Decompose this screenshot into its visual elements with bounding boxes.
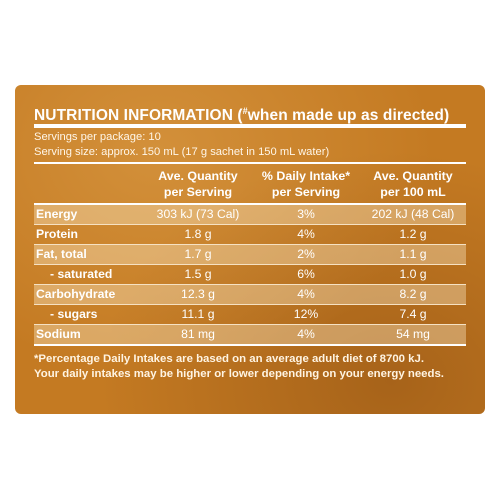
row-daily-intake: 4% bbox=[252, 283, 360, 304]
table-row: Protein 1.8 g 4% 1.2 g bbox=[34, 223, 466, 244]
row-per-serving: 1.8 g bbox=[144, 223, 252, 244]
table-header-row: Ave. Quantity per Serving % Daily Intake… bbox=[34, 164, 466, 204]
title-suffix: when made up as directed) bbox=[247, 107, 450, 125]
title-mark: # bbox=[242, 106, 248, 116]
header-per-100-line1: Ave. Quantity bbox=[373, 168, 453, 183]
row-daily-intake: 6% bbox=[252, 263, 360, 284]
row-per-serving: 81 mg bbox=[144, 323, 252, 346]
table-row: - sugars 11.1 g 12% 7.4 g bbox=[34, 303, 466, 324]
row-per-100ml: 8.2 g bbox=[360, 283, 466, 304]
panel-title: NUTRITION INFORMATION (#when made up as … bbox=[34, 99, 466, 125]
row-daily-intake: 4% bbox=[252, 323, 360, 346]
table-row: - saturated 1.5 g 6% 1.0 g bbox=[34, 263, 466, 284]
table-row: Sodium 81 mg 4% 54 mg bbox=[34, 323, 466, 346]
row-nutrient-name: Sodium bbox=[34, 323, 144, 346]
title-rule bbox=[34, 124, 466, 128]
table-row: Energy 303 kJ (73 Cal) 3% 202 kJ (48 Cal… bbox=[34, 202, 466, 224]
row-daily-intake: 12% bbox=[252, 303, 360, 324]
row-per-100ml: 54 mg bbox=[360, 323, 466, 346]
header-daily-intake: % Daily Intake* per Serving bbox=[252, 164, 360, 204]
nutrition-panel-content: NUTRITION INFORMATION (#when made up as … bbox=[34, 99, 466, 383]
row-nutrient-name: - sugars bbox=[34, 303, 144, 324]
serving-size: Serving size: approx. 150 mL (17 g sache… bbox=[34, 146, 330, 158]
nutrition-table: Ave. Quantity per Serving % Daily Intake… bbox=[34, 164, 466, 346]
header-daily-line2: per Serving bbox=[271, 184, 341, 199]
row-per-serving: 303 kJ (73 Cal) bbox=[144, 202, 252, 224]
row-daily-intake: 3% bbox=[252, 202, 360, 224]
footnote: *Percentage Daily Intakes are based on a… bbox=[34, 352, 466, 383]
row-nutrient-name: Fat, total bbox=[34, 243, 144, 264]
row-per-100ml: 202 kJ (48 Cal) bbox=[360, 202, 466, 224]
row-daily-intake: 4% bbox=[252, 223, 360, 244]
row-per-100ml: 1.2 g bbox=[360, 223, 466, 244]
row-per-100ml: 1.0 g bbox=[360, 263, 466, 284]
servings-per-package: Servings per package: 10 bbox=[34, 131, 161, 143]
header-daily-line1: % Daily Intake* bbox=[261, 168, 351, 183]
nutrition-panel: NUTRITION INFORMATION (#when made up as … bbox=[15, 85, 485, 414]
row-per-100ml: 7.4 g bbox=[360, 303, 466, 324]
header-per-100-line2: per 100 mL bbox=[380, 184, 446, 199]
table-row: Carbohydrate 12.3 g 4% 8.2 g bbox=[34, 283, 466, 304]
footnote-line2: Your daily intakes may be higher or lowe… bbox=[34, 368, 444, 380]
meta-rule bbox=[34, 162, 466, 164]
header-per-serving-line1: Ave. Quantity bbox=[158, 168, 238, 183]
row-per-serving: 1.7 g bbox=[144, 243, 252, 264]
row-per-100ml: 1.1 g bbox=[360, 243, 466, 264]
header-per-serving: Ave. Quantity per Serving bbox=[144, 164, 252, 204]
table-row: Fat, total 1.7 g 2% 1.1 g bbox=[34, 243, 466, 264]
row-nutrient-name: Carbohydrate bbox=[34, 283, 144, 304]
row-nutrient-name: - saturated bbox=[34, 263, 144, 284]
row-nutrient-name: Energy bbox=[34, 202, 144, 224]
row-daily-intake: 2% bbox=[252, 243, 360, 264]
row-per-serving: 12.3 g bbox=[144, 283, 252, 304]
footnote-line1: *Percentage Daily Intakes are based on a… bbox=[34, 352, 424, 365]
header-nutrient bbox=[34, 164, 144, 204]
row-per-serving: 11.1 g bbox=[144, 303, 252, 324]
header-per-serving-line2: per Serving bbox=[163, 184, 233, 199]
row-per-serving: 1.5 g bbox=[144, 263, 252, 284]
row-nutrient-name: Protein bbox=[34, 223, 144, 244]
title-text: NUTRITION INFORMATION ( bbox=[34, 107, 243, 125]
header-per-100ml: Ave. Quantity per 100 mL bbox=[360, 164, 466, 204]
